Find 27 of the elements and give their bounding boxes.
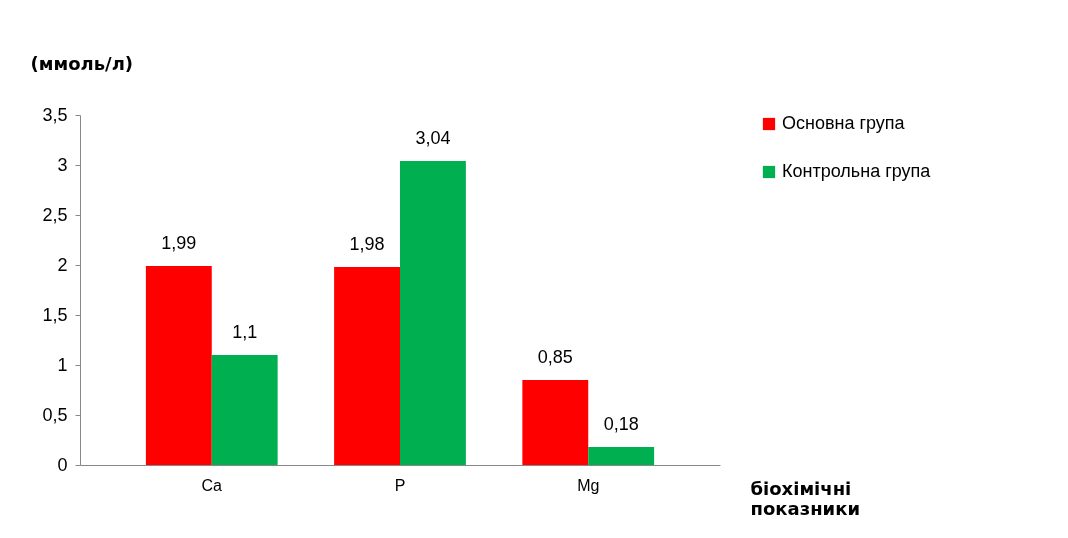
x-tick-label: P — [394, 476, 406, 494]
data-label: 0,18 — [603, 414, 639, 434]
y-axis-title: (ммоль/л) — [30, 52, 134, 74]
data-label: 1,99 — [161, 233, 197, 253]
y-tick-label: 3,5 — [42, 104, 68, 125]
bar — [588, 447, 655, 465]
data-label: 1,1 — [232, 322, 258, 342]
bar — [522, 380, 589, 465]
y-tick-label: 3 — [57, 154, 68, 175]
bar — [211, 355, 278, 465]
bar — [334, 267, 400, 465]
y-tick-label: 2 — [57, 254, 68, 275]
data-label: 0,85 — [537, 347, 573, 367]
y-tick-label: 1 — [57, 354, 68, 375]
x-tick-label: Mg — [577, 476, 600, 494]
bar — [145, 266, 212, 465]
x-tick-label: Ca — [201, 476, 223, 494]
data-label: 3,04 — [415, 128, 451, 148]
legend-label: Контрольна група — [782, 161, 932, 181]
y-tick-label: 0 — [57, 454, 68, 475]
y-tick-label: 2,5 — [42, 204, 68, 225]
data-label: 1,98 — [349, 234, 385, 254]
bar — [400, 161, 466, 465]
x-axis-title: біохімічні показники — [750, 477, 861, 519]
legend-label: Основна група — [782, 113, 906, 133]
y-tick-label: 1,5 — [42, 304, 68, 325]
y-tick-label: 0,5 — [42, 404, 68, 425]
